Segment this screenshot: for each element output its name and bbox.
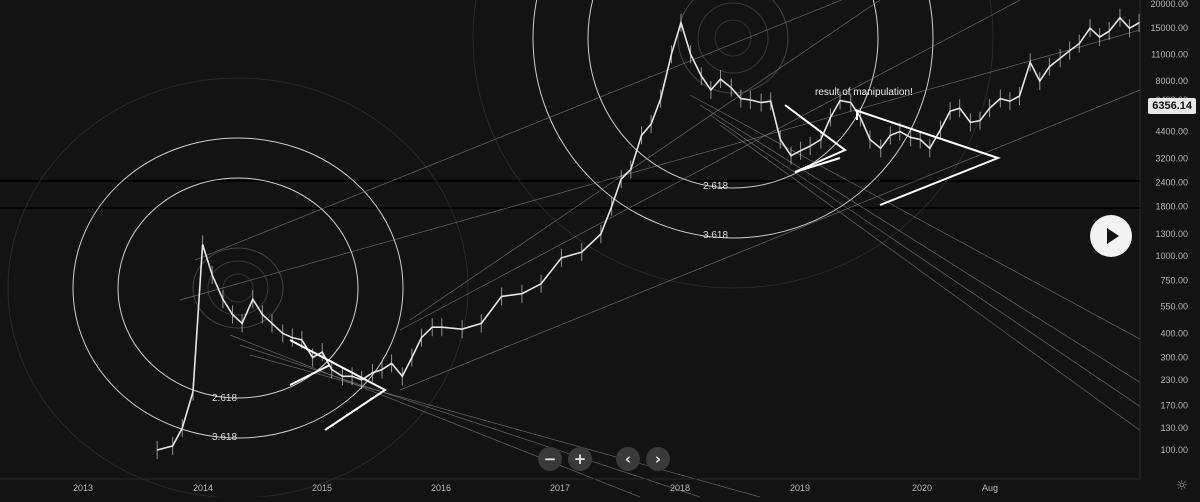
fan-line (399, 89, 1141, 391)
x-tick-label: 2019 (790, 483, 810, 493)
y-tick-label: 550.00 (1160, 301, 1188, 311)
fib-level-label: 3.618 (703, 230, 728, 241)
zoom-out-button[interactable]: − (538, 447, 562, 471)
y-tick-label: 1800.00 (1155, 202, 1188, 212)
fib-circle (472, 0, 994, 289)
triangle-drawing (289, 364, 331, 386)
y-tick-label: 11000.00 (1151, 49, 1188, 59)
fib-circle (677, 0, 789, 94)
fan-line (399, 0, 1021, 331)
x-tick-label: 2018 (670, 483, 690, 493)
fib-circle (117, 177, 359, 399)
y-tick-label: 20000.00 (1150, 0, 1188, 9)
fib-circle (697, 2, 769, 74)
fan-line (409, 0, 881, 321)
triangle-drawing (854, 109, 1001, 206)
y-tick-label: 15000.00 (1150, 23, 1188, 33)
fib-level-label: 3.618 (212, 432, 237, 443)
y-tick-label: 2400.00 (1155, 177, 1188, 187)
triangle-drawing (289, 339, 387, 431)
triangle-drawing (784, 104, 847, 173)
fan-line (179, 29, 1141, 301)
zoom-in-button[interactable]: + (568, 447, 592, 471)
fan-line (689, 94, 1161, 351)
x-tick-label: 2014 (193, 483, 213, 493)
play-button[interactable] (1090, 215, 1132, 257)
play-icon (1107, 228, 1119, 244)
fan-line (719, 124, 1161, 446)
fib-circle (714, 19, 752, 57)
fib-circle (587, 0, 879, 189)
scroll-left-button[interactable]: ‹ (616, 447, 640, 471)
y-tick-label: 750.00 (1160, 275, 1188, 285)
x-tick-label: 2017 (550, 483, 570, 493)
triangle-drawings (289, 104, 1001, 431)
settings-gear-icon[interactable]: ☼ (1175, 478, 1188, 494)
y-tick-label: 300.00 (1160, 353, 1188, 363)
y-tick-label: 4400.00 (1155, 126, 1188, 136)
y-axis-panel (1140, 0, 1200, 497)
fib-circle (192, 247, 284, 329)
fib-labels: 2.618 3.618 2.618 3.618 (212, 181, 728, 443)
fan-line (709, 114, 1161, 421)
fan-line (249, 354, 761, 498)
x-tick-label: 2013 (73, 483, 93, 493)
x-tick-label: 2020 (912, 483, 932, 493)
y-tick-label: 100.00 (1160, 445, 1188, 455)
fib-circle (532, 0, 934, 239)
chart-toolbar: − + ‹ › (538, 447, 670, 471)
x-axis: 2013 2014 2015 2016 2017 2018 2019 2020 Aug (0, 478, 1140, 493)
y-tick-label: 8000.00 (1155, 76, 1188, 86)
scroll-right-button[interactable]: › (646, 447, 670, 471)
y-tick-label: 170.00 (1160, 400, 1188, 410)
current-price-label: 6356.14 (1148, 98, 1196, 114)
y-axis: 20000.0015000.0011000.008000.006400.0044… (1139, 0, 1200, 497)
y-tick-label: 400.00 (1160, 328, 1188, 338)
fib-level-label: 2.618 (703, 181, 728, 192)
x-tick-label: Aug (982, 483, 998, 493)
y-tick-label: 230.00 (1160, 375, 1188, 385)
x-tick-label: 2016 (431, 483, 451, 493)
fan-line (239, 344, 701, 498)
fib-circle (72, 137, 404, 439)
y-tick-label: 3200.00 (1155, 153, 1188, 163)
fib-circle (207, 260, 269, 316)
price-series (156, 3, 1151, 459)
price-line (156, 12, 1151, 451)
fan-line (229, 334, 641, 498)
x-tick-label: 2015 (312, 483, 332, 493)
y-tick-label: 1300.00 (1155, 229, 1188, 239)
annotation-note: result of manipulation! (815, 87, 913, 98)
fan-line (699, 104, 1161, 396)
fib-level-label: 2.618 (212, 393, 237, 404)
y-tick-label: 130.00 (1160, 423, 1188, 433)
y-tick-label: 1000.00 (1155, 251, 1188, 261)
triangle-drawing (794, 157, 841, 173)
trend-fan-lines (179, 0, 1161, 498)
